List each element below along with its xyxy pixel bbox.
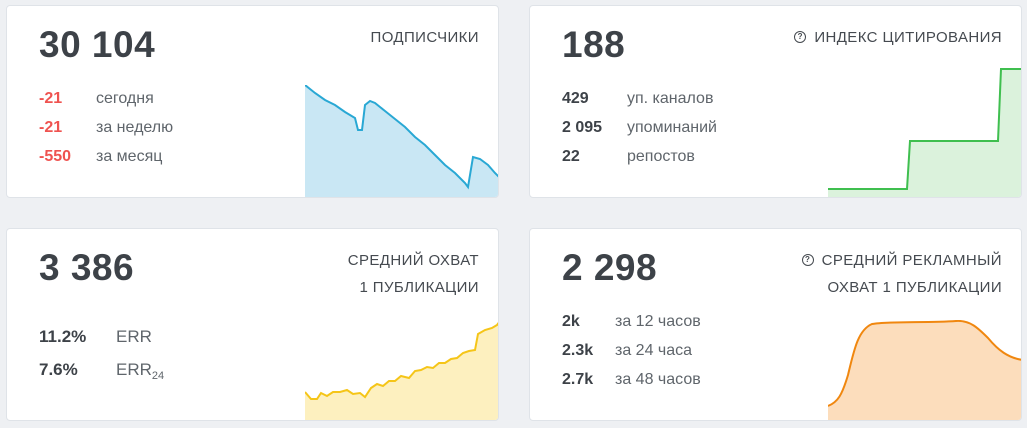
- stat-row: 429 уп. каналов: [562, 90, 717, 119]
- sparkline-line: [305, 85, 498, 190]
- stat-row: 7.6% ERR24: [39, 360, 164, 393]
- reach-stats: 11.2% ERR 7.6% ERR24: [39, 327, 164, 393]
- stat-label: уп. каналов: [627, 90, 714, 107]
- citation-index-value: 188: [562, 24, 626, 65]
- stat-value: 2k: [562, 313, 580, 330]
- sparkline-line: [305, 322, 498, 400]
- stat-row: -21 сегодня: [39, 90, 173, 119]
- stat-value: 2.3k: [562, 342, 594, 359]
- sparkline-area: [828, 320, 1021, 420]
- stat-label: за неделю: [96, 119, 174, 136]
- stat-value: 2.7k: [562, 371, 594, 388]
- stat-value: -21: [39, 119, 63, 136]
- stat-row: 2.3k за 24 часа: [562, 342, 701, 371]
- stat-value: 429: [562, 90, 589, 107]
- stat-row: 2 095 упоминаний: [562, 119, 717, 148]
- citation-card: 188 ? ИНДЕКС ЦИТИРОВАНИЯ 429 уп. каналов…: [529, 5, 1022, 198]
- subscribers-stats: -21 сегодня -21 за неделю -550 за месяц: [39, 90, 173, 177]
- stat-value: -550: [39, 148, 72, 165]
- stat-label: за 12 часов: [615, 313, 701, 330]
- sparkline-line: [828, 68, 1021, 190]
- ad-reach-sparkline: [828, 320, 1021, 420]
- reach-sparkline: [305, 322, 498, 420]
- subscribers-card: 30 104 ПОДПИСЧИКИ -21 сегодня -21 за нед…: [6, 5, 499, 198]
- citation-title: ИНДЕКС ЦИТИРОВАНИЯ: [814, 29, 1002, 46]
- stat-row: 2k за 12 часов: [562, 313, 701, 342]
- card-title: ПОДПИСЧИКИ: [371, 24, 479, 51]
- info-icon[interactable]: ?: [794, 31, 807, 43]
- subscribers-sparkline: [305, 85, 498, 197]
- stat-label: репостов: [627, 148, 695, 165]
- stat-value: 11.2%: [39, 327, 87, 346]
- stat-label: за 48 часов: [615, 371, 701, 388]
- card-title: ? СРЕДНИЙ РЕКЛАМНЫЙ ОХВАТ 1 ПУБЛИКАЦИИ: [801, 247, 1002, 301]
- stat-row: -21 за неделю: [39, 119, 173, 148]
- ad-reach-stats: 2k за 12 часов 2.3k за 24 часа 2.7k за 4…: [562, 313, 701, 400]
- reach-card: 3 386 СРЕДНИЙ ОХВАТ 1 ПУБЛИКАЦИИ 11.2% E…: [6, 228, 499, 421]
- info-icon[interactable]: ?: [801, 254, 814, 266]
- stat-row: 2.7k за 48 часов: [562, 371, 701, 400]
- err-label: ERR: [116, 360, 152, 379]
- citation-sparkline: [828, 68, 1021, 197]
- stat-row: 11.2% ERR: [39, 327, 164, 360]
- stat-label: за 24 часа: [615, 342, 693, 359]
- stat-label: сегодня: [96, 90, 154, 107]
- stat-row: -550 за месяц: [39, 148, 173, 177]
- sparkline-area: [305, 323, 498, 420]
- stat-label: ERR24: [116, 360, 165, 382]
- stat-label: упоминаний: [627, 119, 717, 136]
- stat-value: 2 095: [562, 119, 603, 136]
- ad-reach-card: 2 298 ? СРЕДНИЙ РЕКЛАМНЫЙ ОХВАТ 1 ПУБЛИК…: [529, 228, 1022, 421]
- stat-label: за месяц: [96, 148, 163, 165]
- subscribers-title: ПОДПИСЧИКИ: [370, 29, 479, 46]
- stat-row: 22 репостов: [562, 148, 717, 177]
- err-subscript: 24: [151, 370, 165, 382]
- stat-label: ERR: [116, 327, 152, 346]
- subscribers-count: 30 104: [39, 24, 156, 65]
- card-title: СРЕДНИЙ ОХВАТ 1 ПУБЛИКАЦИИ: [348, 247, 479, 301]
- reach-title: СРЕДНИЙ ОХВАТ 1 ПУБЛИКАЦИИ: [347, 252, 479, 296]
- ad-reach-title: СРЕДНИЙ РЕКЛАМНЫЙ ОХВАТ 1 ПУБЛИКАЦИИ: [821, 252, 1002, 296]
- sparkline-line: [828, 320, 1021, 407]
- sparkline-area: [828, 69, 1021, 197]
- citation-stats: 429 уп. каналов 2 095 упоминаний 22 репо…: [562, 90, 717, 177]
- stat-value: -21: [39, 90, 63, 107]
- card-title: ? ИНДЕКС ЦИТИРОВАНИЯ: [794, 24, 1002, 51]
- stat-value: 7.6%: [39, 360, 78, 379]
- stat-value: 22: [562, 148, 580, 165]
- ad-reach-value: 2 298: [562, 247, 658, 288]
- reach-value: 3 386: [39, 247, 135, 288]
